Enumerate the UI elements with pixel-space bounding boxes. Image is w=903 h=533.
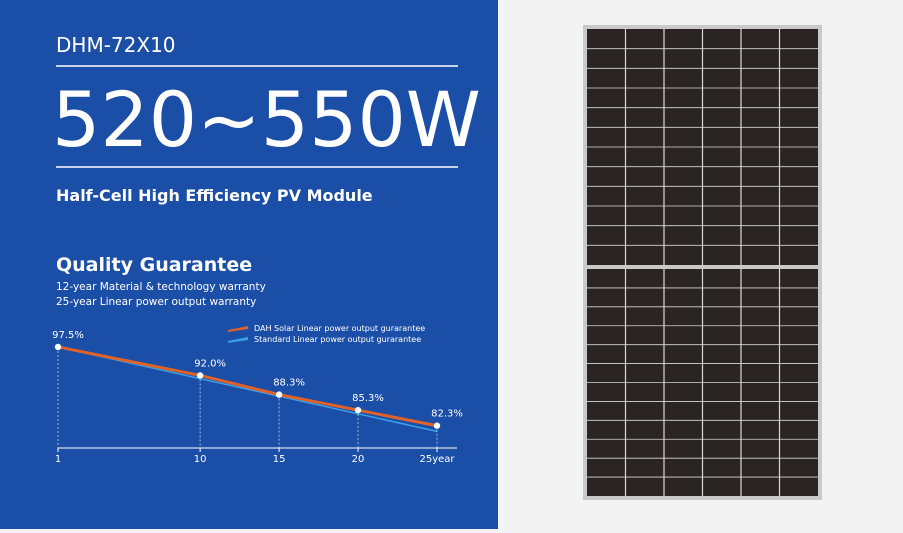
value-label: 85.3% <box>352 393 384 404</box>
point <box>275 391 283 398</box>
value-label: 92.0% <box>194 358 226 369</box>
solar-panel <box>583 25 822 500</box>
x-tick-label: 1 <box>55 454 61 465</box>
x-tick-label: 20 <box>352 454 365 465</box>
point <box>354 406 362 414</box>
guarantee-line: 25-year Linear power output warranty <box>56 296 256 308</box>
legend-label: DAH Solar Linear power output gurarantee <box>254 324 425 333</box>
guarantee-title: Quality Guarantee <box>56 254 252 276</box>
x-tick-label: 15 <box>273 454 286 465</box>
chart: 1 10 15 20 25year DAH Solar Linear power outp… <box>52 324 463 465</box>
x-tick-label: 25year <box>419 454 455 465</box>
legend-marker <box>228 326 248 332</box>
value-label: 88.3% <box>273 378 305 389</box>
legend-label: Standard Linear power output gurarantee <box>254 335 421 344</box>
value-label: 82.3% <box>431 409 463 420</box>
guarantee-line: 12-year Material & technology warranty <box>56 281 266 293</box>
x-tick-label: 10 <box>194 454 207 465</box>
subtitle: Half-Cell High Efficiency PV Module <box>56 186 373 205</box>
model: DHM-72X10 <box>56 33 176 57</box>
power: 520~550W <box>52 75 481 164</box>
value-label: 97.5% <box>52 330 84 341</box>
point <box>196 372 204 379</box>
legend-marker <box>228 337 248 343</box>
point <box>54 343 62 351</box>
point <box>433 422 441 429</box>
blue-panel <box>0 0 498 529</box>
